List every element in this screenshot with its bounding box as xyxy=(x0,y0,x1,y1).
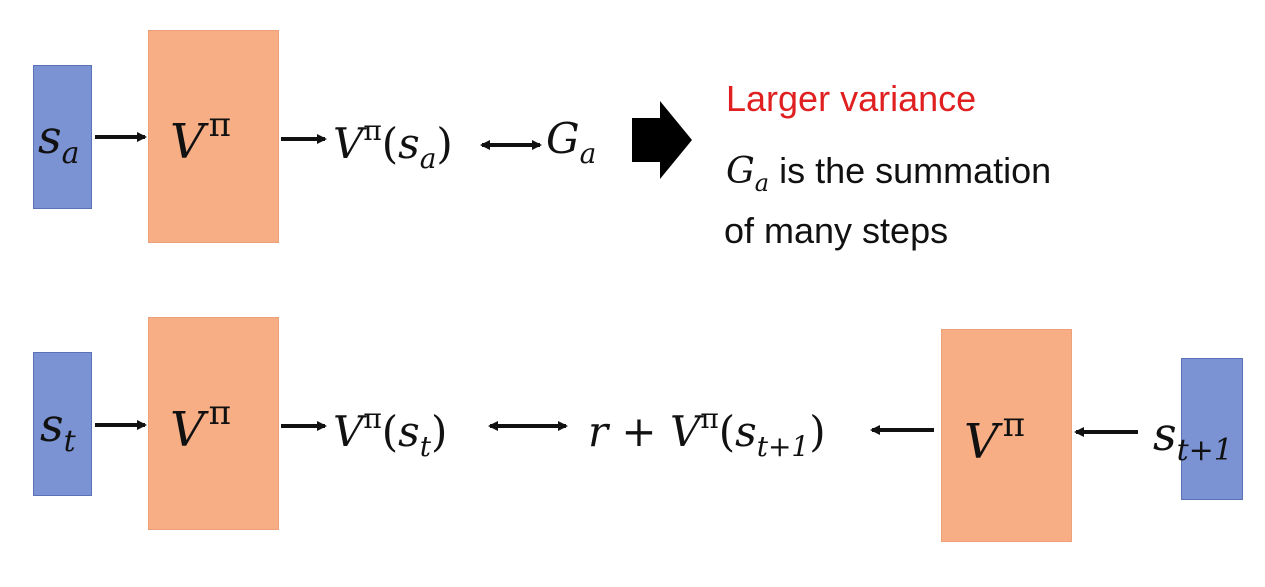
note-title: Larger variance xyxy=(726,78,977,119)
state-label-sa: sa xyxy=(38,110,80,171)
critic-box-next xyxy=(941,329,1072,542)
note-line2: of many steps xyxy=(724,210,949,251)
critic-box-row1 xyxy=(148,30,279,243)
note-line1: Ga is the summation xyxy=(726,150,1052,197)
value-expression-st: Vπ(st) xyxy=(333,402,448,463)
td-target-expression: r + Vπ(st+1) xyxy=(588,402,826,463)
state-label-next: st+1 xyxy=(1153,407,1233,468)
return-label-ga: Ga xyxy=(546,114,597,170)
state-box-next xyxy=(1181,358,1243,500)
state-box-st xyxy=(33,352,92,496)
big-arrow-to-note xyxy=(632,101,692,179)
state-box-sa xyxy=(33,65,92,209)
value-expression-sa: Vπ(sa) xyxy=(333,114,453,175)
critic-box-row2 xyxy=(148,317,279,530)
state-label-st: st xyxy=(40,398,76,459)
